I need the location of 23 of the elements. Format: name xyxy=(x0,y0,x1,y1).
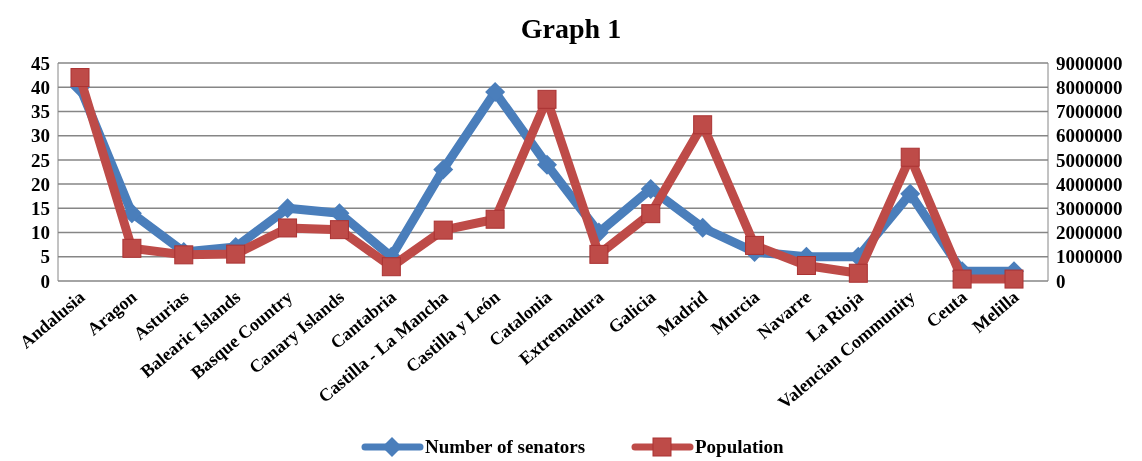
y2-tick-label: 8000000 xyxy=(1056,76,1123,98)
y2-tick-label: 7000000 xyxy=(1056,101,1123,123)
y-tick-label: 45 xyxy=(31,52,50,74)
y2-tick-label: 9000000 xyxy=(1056,52,1123,74)
y2-tick-label: 6000000 xyxy=(1056,125,1123,147)
chart-title: Graph 1 xyxy=(520,13,622,44)
y-tick-label: 20 xyxy=(31,173,50,195)
y-tick-label: 15 xyxy=(31,197,50,219)
y-tick-label: 30 xyxy=(31,125,50,147)
y-tick-label: 0 xyxy=(40,270,50,292)
y2-tick-label: 2000000 xyxy=(1056,222,1123,244)
y2-tick-label: 3000000 xyxy=(1056,197,1123,219)
y-tick-label: 5 xyxy=(40,246,50,268)
y-tick-label: 25 xyxy=(31,149,50,171)
y2-tick-label: 0 xyxy=(1056,270,1066,292)
legend-label: Number of senators xyxy=(425,436,586,457)
y-tick-label: 10 xyxy=(31,222,50,244)
y-tick-label: 35 xyxy=(31,101,50,123)
y-tick-label: 40 xyxy=(31,76,50,98)
y2-tick-label: 4000000 xyxy=(1056,173,1123,195)
y2-tick-label: 1000000 xyxy=(1056,246,1123,268)
y2-tick-label: 5000000 xyxy=(1056,149,1123,171)
legend-label: Population xyxy=(695,436,785,457)
